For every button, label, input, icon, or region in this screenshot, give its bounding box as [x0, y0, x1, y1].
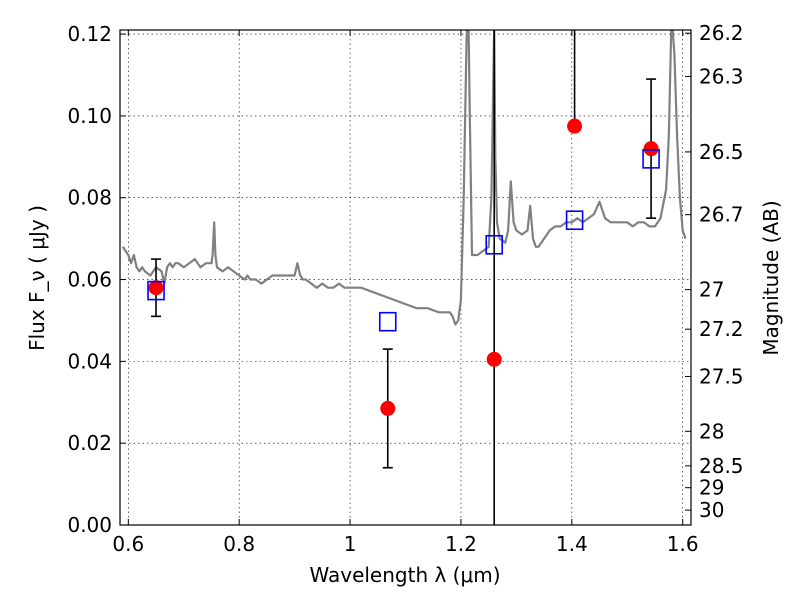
right-tick-label: 28.5 [699, 454, 744, 478]
x-tick-label: 1.6 [667, 532, 699, 556]
right-tick-label: 30 [699, 498, 724, 522]
y-tick-label: 0.04 [67, 349, 112, 373]
y-tick-label: 0.10 [67, 104, 112, 128]
plot-frame [119, 29, 692, 526]
x-axis-label: Wavelength λ (μm) [309, 563, 500, 587]
y-axis-label: Flux F_ν ( μJy ) [25, 205, 49, 351]
x-tick-label: 0.6 [112, 532, 144, 556]
flux-point [380, 400, 396, 416]
model-square-point [642, 149, 660, 169]
spectrum-line [121, 30, 687, 326]
right-tick-label: 27 [699, 278, 724, 302]
flux-point [486, 351, 502, 367]
model-square-point [147, 280, 165, 301]
x-tick-label: 1 [344, 532, 357, 556]
right-tick-label: 26.5 [699, 140, 744, 164]
ticks: 0.6 0.8 1 1.2 1.4 1.6 0.00 0.02 0.04 0.06 0.08 0.10… [67, 21, 743, 556]
flux-point [643, 141, 659, 157]
y-tick-label: 0.02 [67, 431, 112, 455]
y-tick-label: 0.06 [67, 268, 112, 292]
grid [120, 30, 691, 526]
model-square-point [485, 234, 503, 255]
x-tick-label: 1.4 [556, 532, 588, 556]
flux-point [148, 280, 164, 296]
x-tick-label: 0.8 [223, 532, 255, 556]
y-tick-label: 0.08 [67, 186, 112, 210]
right-tick-label: 29 [699, 476, 724, 500]
x-tick-label: 1.2 [445, 532, 477, 556]
right-tick-label: 26.7 [699, 203, 744, 227]
plot-area [121, 30, 687, 525]
right-tick-label: 27.2 [699, 317, 744, 341]
model-square-point [378, 311, 397, 332]
right-tick-label: 27.5 [699, 364, 744, 388]
y-tick-label: 0.00 [67, 513, 112, 537]
y-tick-label: 0.12 [67, 22, 112, 46]
right-tick-label: 28 [699, 419, 724, 443]
flux-point [567, 118, 583, 134]
right-axis-label: Magnitude (AB) [759, 200, 783, 355]
model-square-point [565, 210, 584, 231]
right-tick-label: 26.2 [699, 21, 744, 45]
right-tick-label: 26.3 [699, 64, 744, 88]
